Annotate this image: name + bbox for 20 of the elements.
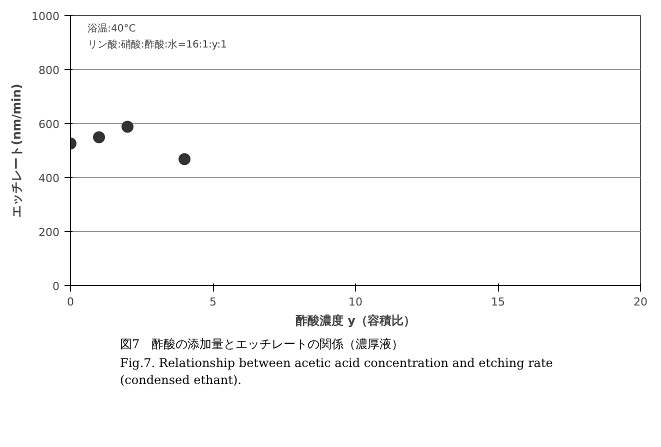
y-tick-label: 800 [38,64,60,77]
y-tick-label: 0 [52,280,60,293]
point [178,153,190,166]
annotation: 浴温:40°C [88,22,136,34]
x-tick-label: 15 [491,296,505,308]
y-tick-label: 400 [38,172,60,185]
point [122,120,134,133]
point [93,131,105,144]
annotation: リン酸:硝酸:酢酸:水=16:1:y:1 [88,38,227,51]
x-axis-title: 酢酸濃度 y（容積比） [296,314,416,328]
caption: Fig.7. Relationship between acetic acid concentration and etching rate (condensed ethant). [120,355,554,390]
x-tick-label: 5 [210,296,216,308]
y-tick-label: 600 [38,118,60,131]
x-tick-label: 10 [348,296,362,308]
y-tick-label: 1000 [32,10,60,23]
caption: 図7 酢酸の添加量とエッチレートの関係（濃厚液） [120,336,405,353]
y-tick-label: 200 [38,226,60,239]
y-axis-title: エッチレート(nm/min) [10,84,24,218]
x-tick-label: 0 [67,296,74,308]
x-tick-label: 20 [634,296,648,308]
